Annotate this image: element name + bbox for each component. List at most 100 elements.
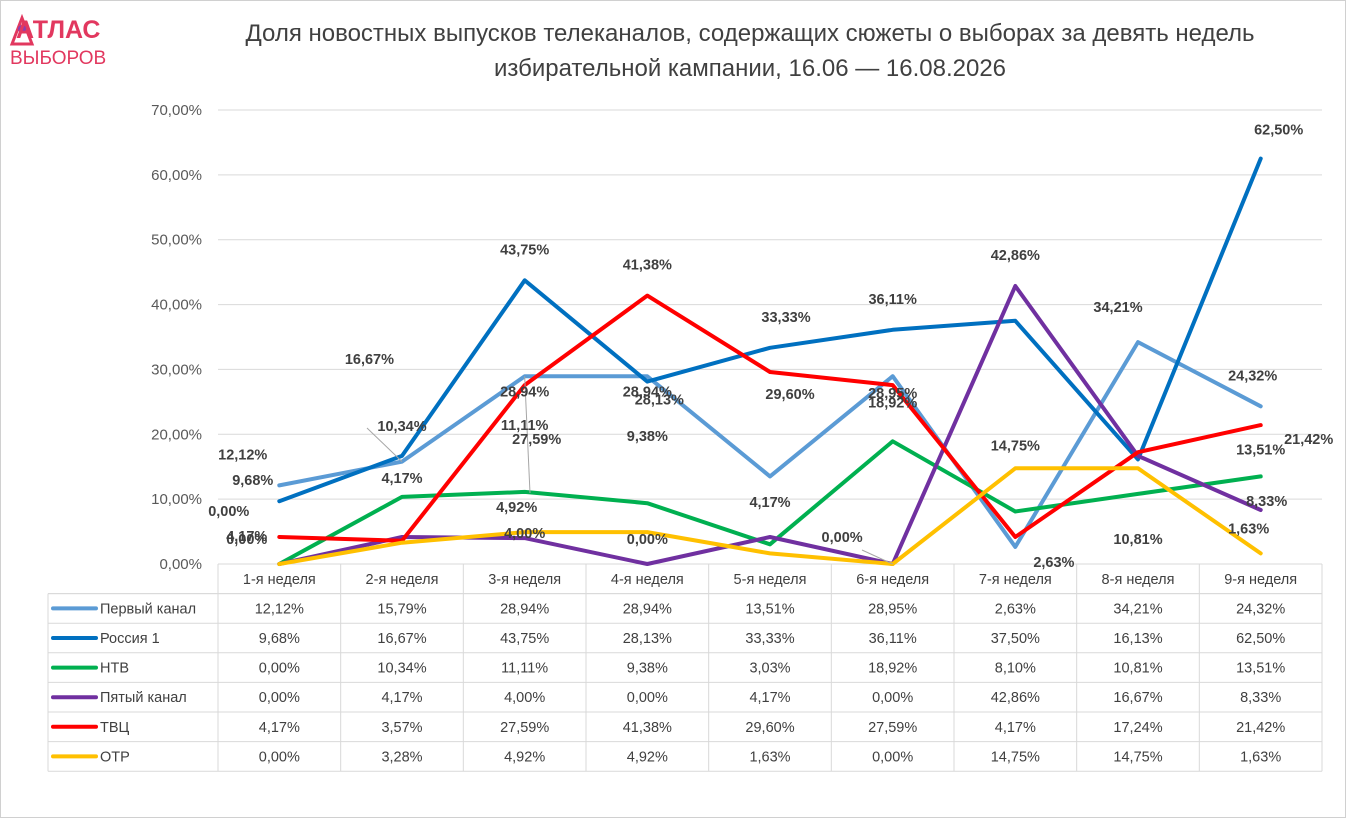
x-tick-label: 3-я неделя xyxy=(488,572,561,588)
table-cell: 28,94% xyxy=(623,601,672,617)
x-tick-label: 8-я неделя xyxy=(1102,572,1175,588)
table-cell: 4,17% xyxy=(995,720,1036,736)
data-label: 0,00% xyxy=(822,530,863,546)
legend-entry: НТВ xyxy=(100,661,129,677)
data-label: 18,92% xyxy=(868,395,917,411)
table-cell: 0,00% xyxy=(259,749,300,765)
data-label: 28,94% xyxy=(623,384,672,400)
leader-line xyxy=(524,376,531,494)
data-label: 9,38% xyxy=(627,429,668,445)
data-label: 4,17% xyxy=(381,471,422,487)
legend-entry: Россия 1 xyxy=(100,631,160,647)
data-label: 4,00% xyxy=(504,526,545,542)
data-label: 43,75% xyxy=(500,242,549,258)
table-cell: 9,38% xyxy=(627,661,668,677)
data-label: 1,63% xyxy=(1228,521,1269,537)
table-cell: 4,17% xyxy=(749,690,790,706)
data-label: 0,00% xyxy=(208,504,249,520)
table-cell: 21,42% xyxy=(1236,720,1285,736)
table-cell: 16,67% xyxy=(1113,690,1162,706)
table-cell: 4,17% xyxy=(381,690,422,706)
data-label: 36,11% xyxy=(868,292,916,308)
data-label: 16,67% xyxy=(345,352,394,368)
table-cell: 28,94% xyxy=(500,601,549,617)
logo-line2: ВЫБОРОВ xyxy=(10,48,107,69)
data-label: 4,17% xyxy=(749,495,790,511)
table-cell: 24,32% xyxy=(1236,601,1285,617)
logo-line1: АТЛАС xyxy=(16,16,101,44)
table-cell: 29,60% xyxy=(745,720,794,736)
data-label: 28,95% xyxy=(868,386,917,402)
table-cell: 43,75% xyxy=(500,631,549,647)
logo-rocket-icon xyxy=(9,14,35,46)
table-cell: 3,03% xyxy=(749,661,790,677)
table-cell: 8,33% xyxy=(1240,690,1281,706)
table-cell: 11,11% xyxy=(501,661,548,677)
data-label: 2,63% xyxy=(1033,555,1074,571)
data-label: 0,00% xyxy=(627,532,668,548)
data-label: 28,94% xyxy=(500,384,549,400)
table-cell: 4,92% xyxy=(504,749,545,765)
table-cell: 27,59% xyxy=(500,720,549,736)
x-tick-label: 5-я неделя xyxy=(734,572,807,588)
data-label: 11,11% xyxy=(501,418,549,434)
x-tick-label: 9-я неделя xyxy=(1224,572,1297,588)
table-cell: 62,50% xyxy=(1236,631,1285,647)
table-cell: 3,28% xyxy=(381,749,422,765)
table-cell: 2,63% xyxy=(995,601,1036,617)
table-cell: 33,33% xyxy=(745,631,794,647)
table-cell: 17,24% xyxy=(1113,720,1162,736)
data-label: 21,42% xyxy=(1284,432,1333,448)
y-axis: 0,00% 10,00% 20,00% 30,00% 40,00% 50,00% 60,00… xyxy=(151,102,202,573)
table-cell: 15,79% xyxy=(377,601,426,617)
table-cell: 8,10% xyxy=(995,661,1036,677)
table-cell: 10,34% xyxy=(377,661,426,677)
data-label: 41,38% xyxy=(623,258,672,274)
gridlines xyxy=(218,109,1322,565)
data-labels: 12,12% 28,94% 28,94% 28,95% 2,63% 34,21% 24,32… xyxy=(208,123,1333,571)
y-tick-label: 0,00% xyxy=(159,556,202,573)
x-tick-label: 4-я неделя xyxy=(611,572,684,588)
table-cell: 12,12% xyxy=(255,601,304,617)
table-cell: 37,50% xyxy=(991,631,1040,647)
table-cell: 36,11% xyxy=(869,631,917,647)
data-label: 9,68% xyxy=(232,473,273,489)
series-line xyxy=(277,156,1263,504)
data-label: 0,00% xyxy=(226,532,267,548)
table-cell: 10,81% xyxy=(1113,661,1162,677)
y-tick-label: 40,00% xyxy=(151,297,202,314)
table-cell: 13,51% xyxy=(1236,661,1285,677)
data-label: 4,92% xyxy=(496,500,537,516)
table-cell: 0,00% xyxy=(259,690,300,706)
data-table: 1-я неделя 2-я неделя 3-я неделя 4-я неделя… xyxy=(47,564,1323,772)
table-cell: 28,13% xyxy=(623,631,672,647)
table-cell: 28,95% xyxy=(868,601,917,617)
table-cell: 18,92% xyxy=(868,661,917,677)
data-label: 24,32% xyxy=(1228,368,1277,384)
data-label: 28,13% xyxy=(635,393,684,409)
data-label: 27,59% xyxy=(512,432,561,448)
data-label: 13,51% xyxy=(1236,442,1285,458)
table-cell: 1,63% xyxy=(1240,749,1281,765)
table-cell: 16,13% xyxy=(1113,631,1162,647)
x-tick-label: 1-я неделя xyxy=(243,572,316,588)
table-cell: 41,38% xyxy=(623,720,672,736)
y-tick-label: 10,00% xyxy=(151,491,202,508)
data-label: 10,34% xyxy=(377,419,426,435)
legend-entry: Первый канал xyxy=(100,601,196,617)
table-cell: 14,75% xyxy=(991,749,1040,765)
table-cell: 0,00% xyxy=(259,661,300,677)
table-cell: 0,00% xyxy=(872,749,913,765)
table-cell: 27,59% xyxy=(868,720,917,736)
x-tick-label: 7-я неделя xyxy=(979,572,1052,588)
table-cell: 14,75% xyxy=(1113,749,1162,765)
y-tick-label: 70,00% xyxy=(151,102,202,119)
data-label: 42,86% xyxy=(991,248,1040,264)
x-tick-label: 2-я неделя xyxy=(366,572,439,588)
table-cell: 0,00% xyxy=(872,690,913,706)
data-label: 34,21% xyxy=(1093,300,1142,316)
logo: АТЛАС ВЫБОРОВ xyxy=(8,14,118,74)
series-line xyxy=(277,293,1263,543)
